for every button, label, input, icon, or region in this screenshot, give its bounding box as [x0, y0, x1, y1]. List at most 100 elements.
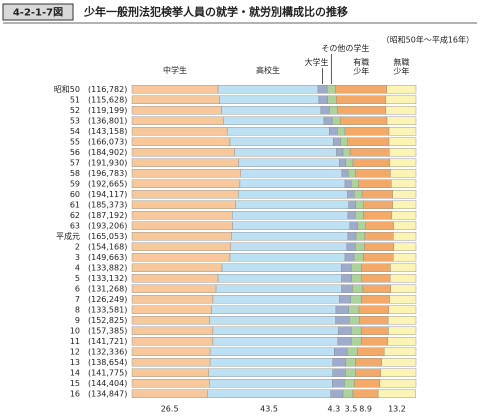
bar-segment [332, 379, 345, 388]
bar-segment [351, 326, 362, 335]
value-label: 3.5 [345, 405, 358, 414]
bar-segment [387, 337, 417, 346]
row-label: 3 [75, 253, 80, 262]
row-label: 16 [70, 389, 80, 398]
bar-segment [350, 295, 362, 304]
bar-segment [131, 200, 236, 209]
row-count: (119,199) [88, 106, 127, 115]
bar-segment [348, 200, 356, 209]
bar-segment [215, 284, 342, 293]
bar-segment [212, 326, 339, 335]
row-label: 56 [70, 148, 80, 157]
bar-segment [230, 242, 347, 251]
bar-segment [329, 127, 338, 136]
row-count: (191,930) [88, 158, 127, 167]
bar-segment [349, 316, 360, 325]
bar-segment [232, 221, 351, 230]
bar-segment [388, 326, 417, 335]
row-label: 53 [70, 116, 80, 125]
bar-segment [341, 284, 353, 293]
bar-segment [212, 295, 340, 304]
bar-segment [389, 148, 417, 157]
legend-label: 中学生 [163, 66, 188, 75]
bar-segment [131, 347, 211, 356]
row-label: 7 [75, 295, 80, 304]
bar-segment [229, 137, 334, 146]
row-label: 15 [70, 379, 80, 388]
row-count: (184,902) [88, 148, 127, 157]
bar-segment [239, 179, 346, 188]
row-label: 54 [70, 127, 80, 136]
bar-segment [238, 158, 340, 167]
bar-segment [212, 337, 339, 346]
row-count: (136,801) [88, 116, 127, 125]
bar-segment [388, 305, 417, 314]
bar-segment [131, 190, 239, 199]
row-count: (141,721) [88, 337, 127, 346]
bar-segment [355, 232, 366, 241]
bar-segment [345, 158, 354, 167]
row-label: 10 [70, 326, 80, 335]
bar-segment [223, 116, 325, 125]
bar-segment [336, 148, 344, 157]
bar-segment [388, 127, 417, 136]
bar-segment [131, 305, 212, 314]
bar-segment [219, 95, 320, 104]
chart-title: 少年一般刑法犯検挙人員の就学・就労別構成比の推移 [83, 5, 348, 19]
bar-segment [389, 158, 417, 167]
bar-segment [207, 389, 331, 398]
row-count: (192,665) [88, 179, 127, 188]
bar-segment [326, 85, 336, 94]
bar-segment [342, 148, 351, 157]
bar-segment [131, 379, 210, 388]
row-count: (187,192) [88, 211, 127, 220]
bar-segment [351, 337, 362, 346]
legend-label: 有職少年 [353, 58, 370, 76]
row-label: 12 [70, 347, 80, 356]
row-label: 昭和50 [54, 85, 80, 94]
bar-segment [362, 284, 391, 293]
bar-segment [347, 347, 358, 356]
row-count: (152,825) [88, 316, 127, 325]
bar-segment [352, 284, 364, 293]
legend-label: 高校生 [256, 66, 281, 75]
row-label: 平成元 [56, 231, 80, 241]
bar-segment [391, 179, 417, 188]
bar-segment [131, 326, 214, 335]
row-count: (166,073) [88, 137, 127, 146]
bar-segment [363, 253, 394, 262]
bar-segment [347, 137, 390, 146]
bar-segment [341, 274, 352, 283]
bar-segment [340, 137, 349, 146]
bar-segment [380, 368, 417, 377]
bar-segment [347, 190, 355, 199]
bar-segment [349, 221, 358, 230]
row-label: 8 [75, 305, 80, 314]
row-count: (144,404) [88, 379, 127, 388]
row-count: (157,385) [88, 326, 127, 335]
value-label: 43.5 [260, 405, 278, 414]
bar-segment [352, 158, 391, 167]
bar-segment [386, 116, 417, 125]
bar-segment [346, 242, 356, 251]
row-count: (133,581) [88, 305, 127, 314]
bar-segment [208, 368, 333, 377]
bar-segment [211, 305, 337, 314]
bar-segment [341, 169, 349, 178]
bar-segment [209, 316, 336, 325]
bar-segment [232, 211, 349, 220]
bar-segment [131, 232, 232, 241]
bar-segment [347, 232, 357, 241]
bar-segment [131, 106, 222, 115]
legend-label: 無職少年 [393, 58, 410, 76]
bar-segment [329, 106, 338, 115]
row-label: 6 [75, 284, 80, 293]
bar-segment [349, 148, 390, 157]
bar-segment [355, 242, 365, 251]
legend-label: 大学生 [304, 58, 329, 67]
bar-segment [351, 274, 362, 283]
bar-segment [363, 200, 393, 209]
row-label: 59 [70, 179, 80, 188]
bar-segment [339, 116, 388, 125]
